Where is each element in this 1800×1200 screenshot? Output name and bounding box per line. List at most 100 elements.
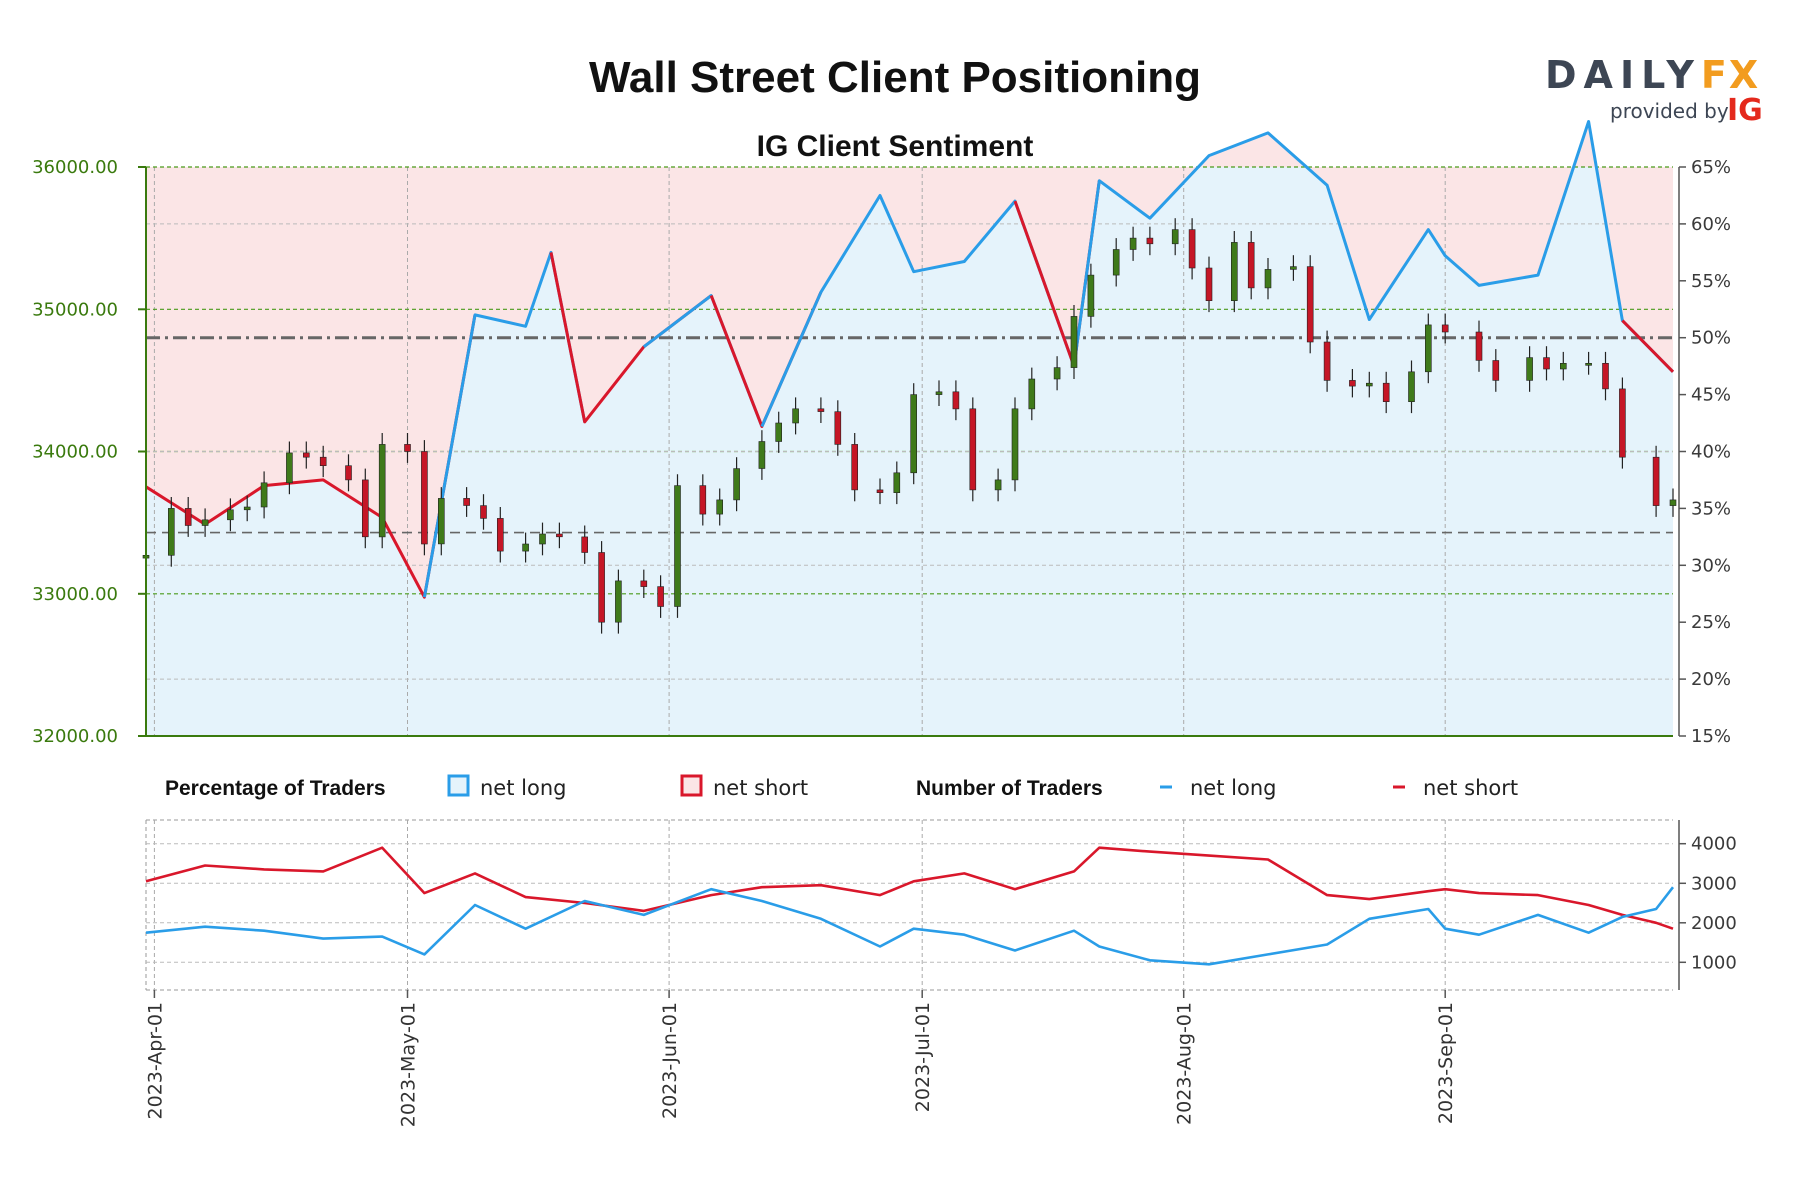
candle-body — [1560, 362, 1567, 370]
count-tick-label: 4000 — [1691, 834, 1737, 855]
candle-body — [1543, 357, 1550, 370]
price-tick-label: 36000.00 — [32, 157, 118, 178]
candle-body — [1112, 249, 1120, 276]
x-axis: 2023-Apr-01 2023-May-01 2023-Jun-01 2023-Ju… — [144, 990, 1457, 1127]
chart-subtitle: IG Client Sentiment — [757, 130, 1034, 163]
candle-body — [758, 441, 766, 469]
candle-body — [851, 444, 859, 491]
candle-body — [243, 506, 251, 511]
count-tick-label: 3000 — [1691, 873, 1737, 894]
candle-body — [598, 552, 605, 623]
sentiment-tick-label: 20% — [1691, 669, 1731, 690]
price-tick-label: 33000.00 — [32, 584, 118, 605]
candle-body — [657, 586, 664, 607]
candle-body — [935, 391, 943, 395]
candle-body — [184, 508, 192, 526]
x-tick-label: 2023-Sep-01 — [1435, 1002, 1457, 1124]
candle-body — [522, 543, 529, 552]
x-tick-label: 2023-Aug-01 — [1174, 1002, 1196, 1125]
candle-body — [1669, 499, 1677, 506]
candle-body — [201, 519, 209, 526]
x-tick-label: 2023-Apr-01 — [144, 1002, 166, 1119]
candle-body — [1492, 360, 1500, 381]
candle-body — [1366, 382, 1373, 387]
candle-body — [994, 479, 1002, 491]
sentiment-tick-label: 45% — [1691, 385, 1731, 406]
candle-body — [1306, 266, 1314, 343]
candle-body — [421, 451, 428, 545]
candle-body — [1425, 324, 1432, 373]
candle-body — [615, 580, 622, 623]
candle-body — [1188, 229, 1196, 269]
sentiment-tick-label: 15% — [1691, 726, 1731, 747]
net-long-pct-line — [1072, 120, 1675, 373]
candle-body — [775, 422, 783, 442]
legend-net-short-swatch — [680, 774, 703, 797]
legend: Percentage of Traders net long net short Nu… — [165, 774, 1518, 800]
legend-pct-title: Percentage of Traders — [165, 777, 386, 800]
candle-body — [910, 394, 918, 474]
logo-ig: IG — [1727, 93, 1763, 128]
candle-body — [1323, 341, 1331, 381]
candle-body — [539, 533, 546, 545]
sentiment-tick-label: 55% — [1691, 271, 1731, 292]
candle-body — [463, 498, 470, 506]
legend-net-long-swatch — [447, 774, 470, 797]
candle-body — [674, 485, 681, 607]
candle-body — [1475, 331, 1483, 361]
candle-body — [168, 508, 175, 556]
candle-body — [1070, 316, 1078, 368]
candle-body — [893, 472, 901, 493]
count-tick-label: 1000 — [1691, 952, 1737, 973]
candle-body — [952, 391, 960, 410]
candle-body — [1585, 362, 1592, 366]
net-short-area — [146, 121, 1673, 598]
candle-body — [969, 408, 977, 491]
logo-daily: DAILYFX — [1545, 53, 1760, 97]
candle-body — [1231, 242, 1238, 301]
candle-body — [640, 580, 648, 587]
legend-count-short-label: net short — [1423, 776, 1518, 800]
count-tick-label: 2000 — [1691, 913, 1737, 934]
net-short-count-line — [145, 846, 1674, 930]
candle-body — [496, 518, 504, 552]
candle-body — [302, 452, 310, 458]
candle-body — [1619, 388, 1626, 458]
sentiment-tick-label: 50% — [1691, 328, 1731, 349]
sentiment-tick-label: 30% — [1691, 555, 1731, 576]
candle-body — [404, 444, 411, 452]
candle-body — [1526, 357, 1533, 381]
candle-body — [1602, 362, 1609, 390]
candle-body — [1053, 367, 1061, 380]
candle-body — [817, 408, 825, 412]
sentiment-tick-label: 65% — [1691, 157, 1731, 178]
candle-body — [1129, 237, 1137, 250]
x-tick-label: 2023-Jul-01 — [912, 1002, 934, 1112]
candle-body — [345, 465, 352, 481]
x-tick-label: 2023-May-01 — [398, 1002, 420, 1127]
candle-body — [876, 489, 884, 493]
sentiment-tick-label: 25% — [1691, 612, 1731, 633]
sentiment-tick-label: 40% — [1691, 442, 1731, 463]
chart-title: Wall Street Client Positioning — [589, 53, 1201, 102]
candle-body — [1382, 382, 1390, 403]
candle-body — [1205, 267, 1213, 302]
legend-num-title: Number of Traders — [916, 777, 1103, 800]
candle-body — [792, 408, 799, 424]
candle-body — [1087, 274, 1095, 317]
x-tick-label: 2023-Jun-01 — [659, 1002, 681, 1119]
candle-body — [1011, 408, 1019, 481]
candle-body — [437, 498, 445, 545]
logo-provided-by: provided by — [1610, 99, 1729, 123]
candle-body — [556, 533, 563, 538]
candle-body — [1264, 269, 1272, 289]
candle-body — [286, 452, 293, 484]
legend-count-long-label: net long — [1190, 776, 1276, 800]
candle-body — [1146, 237, 1154, 245]
net-long-count-line — [145, 886, 1675, 966]
traders-count-panel: 1000 2000 3000 4000 — [145, 819, 1737, 991]
candle-body — [319, 456, 327, 467]
candle-body — [378, 444, 386, 538]
candle-body — [733, 468, 740, 501]
